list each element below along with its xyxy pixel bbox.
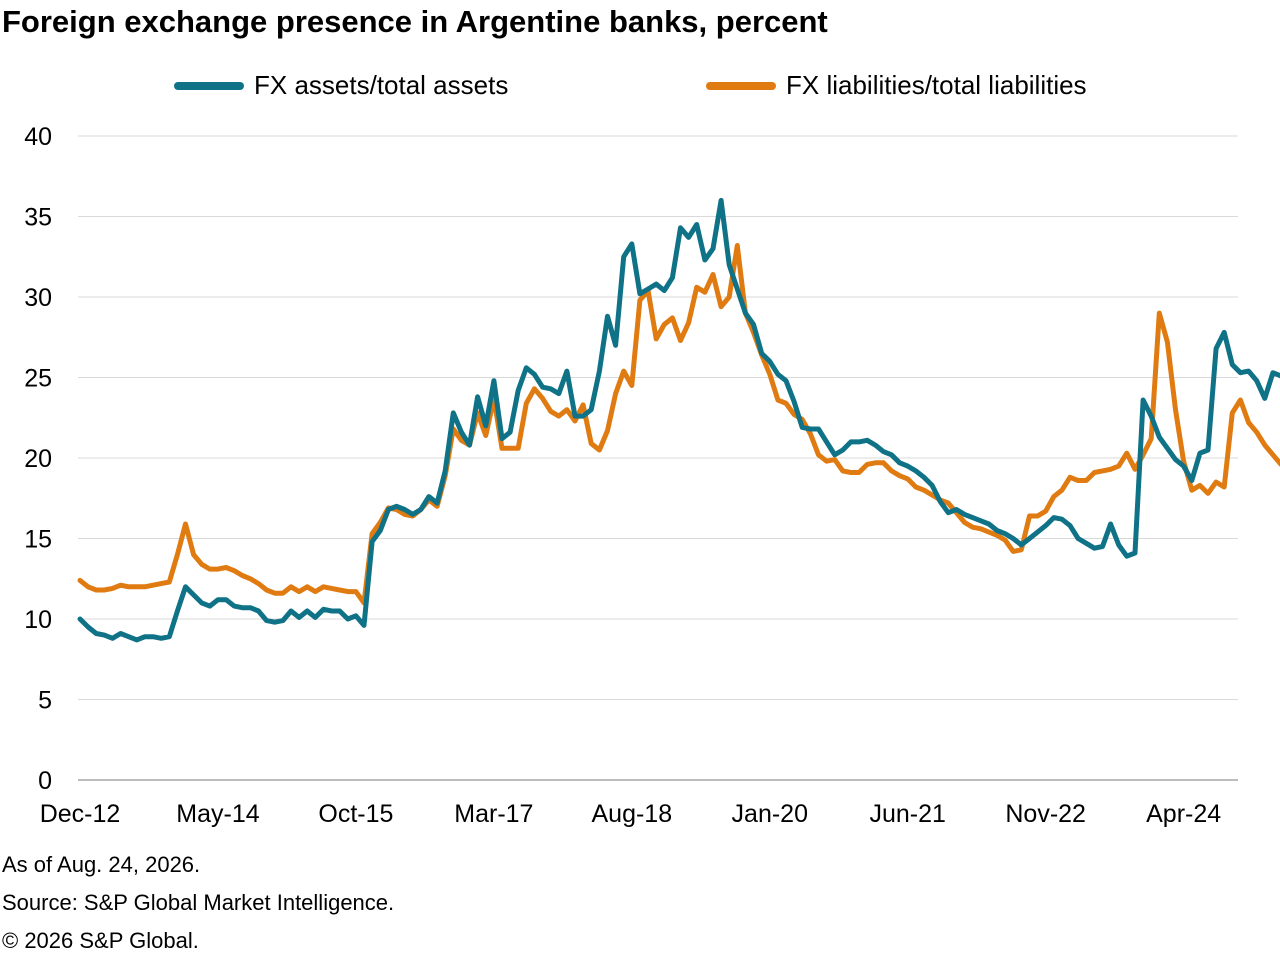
legend-swatch-fx-liabilities [706, 81, 776, 90]
y-tick-label: 15 [24, 526, 52, 554]
y-tick-label: 20 [24, 445, 52, 473]
gridlines [78, 135, 1238, 700]
y-tick-label: 5 [38, 687, 52, 715]
y-tick-label: 30 [24, 284, 52, 312]
x-tick-label: Apr-24 [1146, 800, 1221, 828]
legend-item-fx-assets: FX assets/total assets [174, 70, 508, 101]
y-tick-label: 35 [24, 204, 52, 232]
footnote-as-of: As of Aug. 24, 2026. [2, 852, 201, 877]
x-tick-label: Nov-22 [1005, 800, 1086, 828]
x-tick-label: Jan-20 [732, 800, 808, 828]
legend-swatch-fx-assets [174, 81, 244, 90]
x-tick-label: Mar-17 [454, 800, 533, 828]
series-lines [77, 197, 1280, 643]
footnote-source: Source: S&P Global Market Intelligence. [2, 890, 395, 915]
footnote-copyright: © 2026 S&P Global. [2, 928, 199, 953]
legend-label-fx-assets: FX assets/total assets [254, 70, 509, 100]
x-tick-label: Oct-15 [318, 800, 393, 828]
chart-legend: FX assets/total assets FX liabilities/to… [0, 70, 1280, 106]
y-tick-label: 10 [24, 606, 52, 634]
series-line-fx-liabilities [77, 243, 1280, 606]
legend-label-fx-liabilities: FX liabilities/total liabilities [786, 70, 1087, 100]
x-tick-label: Aug-18 [592, 800, 673, 828]
y-tick-label: 0 [38, 767, 52, 795]
y-tick-label: 40 [24, 123, 52, 151]
line-chart: 0 5 10 15 20 25 30 35 40 Dec-12 May-14 Oct-15 Mar-17… [24, 123, 1280, 828]
x-tick-label: May-14 [176, 800, 259, 828]
series-line-fx-assets [77, 197, 1280, 643]
chart-title: Foreign exchange presence in Argentine b… [2, 4, 828, 39]
y-tick-label: 25 [24, 365, 52, 393]
legend-item-fx-liabilities: FX liabilities/total liabilities [706, 70, 1087, 101]
x-tick-label: Dec-12 [40, 800, 121, 828]
x-tick-label: Jun-21 [870, 800, 946, 828]
axes: 0 5 10 15 20 25 30 35 40 Dec-12 May-14 Oct-15 Mar-17… [24, 123, 1238, 828]
